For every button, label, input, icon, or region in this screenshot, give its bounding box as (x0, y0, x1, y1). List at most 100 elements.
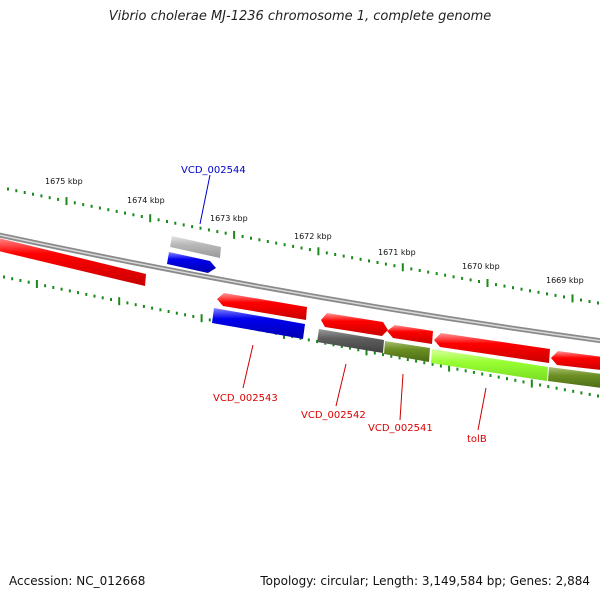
gene-olive-1[interactable] (384, 341, 430, 362)
gene-blue-small-arrow[interactable] (167, 252, 216, 273)
label-VCD_002542[interactable]: VCD_002542 (301, 410, 366, 421)
outer-minor-tick (478, 280, 480, 283)
inner-minor-tick (390, 354, 393, 358)
outer-minor-tick (32, 192, 34, 196)
scale-label-1670: 1670 kbp (462, 262, 500, 271)
gene-blue-inner[interactable] (212, 308, 305, 339)
outer-minor-tick (435, 272, 438, 276)
inner-major-tick (448, 363, 451, 372)
outer-minor-tick (115, 209, 118, 213)
outer-minor-tick (182, 223, 185, 227)
outer-minor-tick (124, 211, 126, 215)
inner-minor-tick (497, 375, 500, 379)
gene-lime[interactable] (431, 349, 548, 381)
gene-VCD_002544-arrow[interactable] (170, 236, 221, 258)
outer-minor-tick (384, 262, 387, 266)
gene-olive-2[interactable] (548, 367, 600, 389)
outer-minor-tick (140, 215, 143, 218)
outer-minor-tick (427, 270, 430, 274)
inner-major-tick (118, 297, 121, 306)
outer-minor-tick (292, 244, 295, 248)
inner-minor-tick (555, 386, 558, 390)
inner-minor-tick (522, 380, 525, 384)
label-tolB[interactable]: tolB (467, 434, 487, 445)
topology-text: Topology: circular; Length: 3,149,584 bp… (260, 574, 590, 588)
gene-outer-left[interactable] (0, 236, 146, 286)
inner-minor-tick (431, 362, 434, 366)
inner-minor-tick (340, 345, 343, 348)
inner-minor-tick (126, 301, 129, 305)
inner-minor-tick (456, 367, 459, 371)
inner-major-tick (35, 280, 38, 288)
inner-minor-tick (167, 310, 170, 313)
inner-minor-tick (464, 369, 467, 373)
gene-right-arrow[interactable] (551, 351, 600, 371)
outer-minor-tick (23, 191, 26, 194)
inner-minor-tick (423, 361, 426, 365)
inner-minor-tick (101, 296, 104, 300)
inner-minor-tick (307, 338, 310, 342)
outer-minor-tick (410, 267, 413, 271)
gene-tolB-arrow[interactable] (434, 333, 550, 363)
outer-minor-tick (207, 228, 210, 232)
leader-VCD_002543 (242, 344, 254, 389)
outer-minor-tick (588, 300, 591, 303)
inner-minor-tick (142, 304, 145, 308)
outer-minor-tick (166, 220, 168, 223)
inner-minor-tick (506, 377, 508, 381)
outer-minor-tick (107, 208, 110, 212)
scale-label-1674: 1674 kbp (127, 196, 165, 205)
inner-minor-tick (580, 391, 583, 395)
outer-minor-tick (48, 196, 51, 200)
inner-minor-tick (514, 378, 517, 382)
inner-minor-tick (52, 286, 55, 289)
leader-VCD_002541 (399, 373, 404, 421)
outer-minor-tick (250, 236, 252, 240)
outer-minor-tick (7, 187, 9, 191)
inner-minor-tick (77, 291, 79, 295)
inner-minor-tick (159, 308, 162, 312)
scale-label-1669: 1669 kbp (546, 276, 584, 285)
outer-minor-tick (300, 246, 303, 250)
outer-major-tick (233, 230, 236, 239)
inner-minor-tick (19, 279, 22, 282)
inner-minor-tick (489, 374, 492, 377)
outer-minor-tick (216, 230, 219, 234)
label-VCD_002543[interactable]: VCD_002543 (213, 393, 278, 404)
inner-minor-tick (563, 388, 566, 392)
inner-minor-tick (93, 294, 96, 298)
gene-VCD_002542-arrow[interactable] (321, 313, 388, 336)
gene-VCD_002543-arrow[interactable] (217, 293, 307, 320)
outer-minor-tick (418, 269, 421, 272)
outer-major-tick (65, 197, 68, 206)
inner-minor-tick (44, 284, 47, 288)
outer-major-tick (486, 279, 489, 287)
outer-minor-tick (520, 287, 523, 291)
inner-minor-tick (192, 315, 195, 318)
inner-minor-tick (539, 383, 542, 387)
inner-minor-tick (349, 346, 351, 350)
leader-tolB (477, 387, 487, 431)
outer-major-tick (401, 263, 404, 272)
inner-minor-tick (134, 303, 137, 307)
inner-major-tick (530, 379, 533, 388)
outer-minor-tick (580, 298, 582, 302)
gene-gray-dark[interactable] (317, 329, 384, 353)
outer-minor-tick (82, 203, 85, 207)
outer-minor-tick (469, 278, 472, 282)
leader-VCD_002542 (335, 363, 347, 407)
outer-minor-tick (258, 238, 261, 242)
outer-minor-tick (224, 231, 227, 235)
inner-minor-tick (415, 359, 418, 363)
outer-minor-tick (368, 259, 370, 263)
outer-minor-tick (40, 194, 43, 198)
gene-VCD_002541-arrow[interactable] (387, 325, 433, 344)
outer-minor-tick (191, 225, 194, 229)
label-VCD_002541[interactable]: VCD_002541 (368, 423, 433, 434)
label-VCD_002544[interactable]: VCD_002544 (181, 165, 246, 176)
inner-minor-tick (85, 292, 88, 296)
map-title: Vibrio cholerae MJ-1236 chromosome 1, co… (108, 9, 492, 24)
outer-major-tick (149, 214, 152, 223)
outer-minor-tick (529, 289, 531, 293)
leader-VCD_002544 (199, 174, 211, 225)
